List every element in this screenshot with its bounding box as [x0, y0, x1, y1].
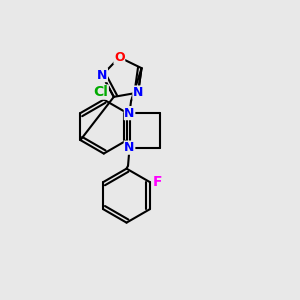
Text: N: N — [124, 141, 135, 154]
Text: O: O — [114, 51, 125, 64]
Text: N: N — [133, 86, 143, 99]
Text: N: N — [124, 106, 135, 120]
Text: F: F — [153, 175, 162, 189]
Text: Cl: Cl — [93, 85, 108, 99]
Text: N: N — [97, 69, 107, 82]
